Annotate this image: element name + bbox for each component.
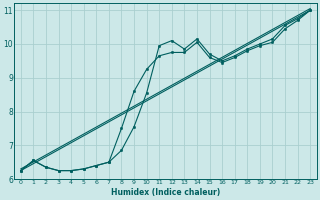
X-axis label: Humidex (Indice chaleur): Humidex (Indice chaleur) <box>111 188 220 197</box>
